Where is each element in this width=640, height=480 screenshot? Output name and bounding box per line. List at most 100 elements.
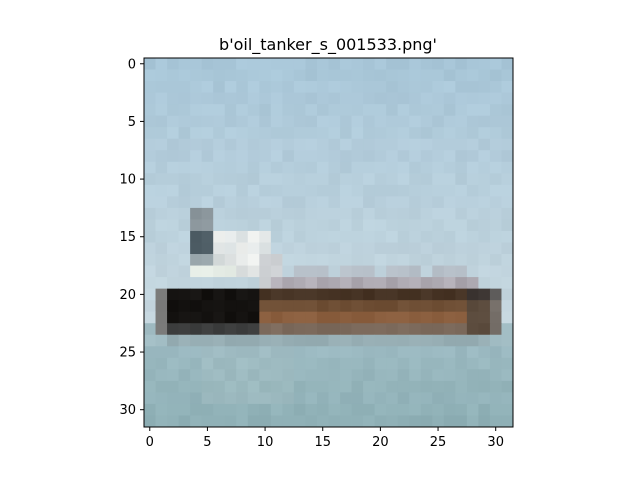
image-pixel [247,92,260,105]
image-pixel [190,415,203,428]
image-pixel [305,219,318,232]
image-pixel [443,207,456,220]
image-pixel [167,138,179,151]
image-pixel [478,265,491,278]
image-pixel [455,242,468,255]
image-pixel [432,104,445,117]
image-pixel [282,173,295,186]
image-pixel [201,219,214,232]
image-pixel [455,357,468,370]
image-pixel [236,58,249,70]
image-pixel [270,150,283,163]
image-pixel [144,242,156,255]
image-pixel [224,277,237,290]
image-pixel [259,311,272,324]
image-pixel [478,207,491,220]
image-pixel [316,392,329,405]
image-pixel [397,415,410,428]
image-pixel [455,173,468,186]
image-pixel [293,300,306,313]
image-pixel [270,92,283,105]
image-pixel [155,265,168,278]
image-pixel [247,357,260,370]
image-pixel [374,380,387,393]
image-pixel [386,69,399,82]
image-pixel [316,415,329,428]
image-pixel [420,311,433,324]
x-axis: 0 5 10 15 20 25 30 [146,427,504,450]
image-pixel [363,196,376,209]
image-pixel [190,357,203,370]
image-pixel [144,150,156,163]
image-pixel [155,184,168,197]
image-pixel [305,173,318,186]
image-pixel [201,265,214,278]
image-pixel [351,138,364,151]
image-pixel [167,323,179,336]
image-pixel [190,230,203,243]
image-pixel [340,346,352,359]
image-pixel [259,369,272,382]
image-pixel [282,196,295,209]
image-pixel [409,277,422,290]
image-pixel [270,288,283,301]
image-pixel [224,81,237,93]
image-pixel [305,81,318,93]
image-pixel [432,161,445,174]
y-tick-label: 20 [119,288,136,303]
image-pixel [478,92,491,105]
image-pixel [501,346,514,359]
image-pixel [155,277,168,290]
image-pixel [432,311,445,324]
image-pixel [316,184,329,197]
image-pixel [236,311,249,324]
image-pixel [247,380,260,393]
image-pixel [213,254,226,266]
image-pixel [282,115,295,128]
image-pixel [190,288,203,301]
image-pixel [363,69,376,82]
image-pixel [224,92,237,105]
image-pixel [316,369,329,382]
image-pixel [201,207,214,220]
image-pixel [155,369,168,382]
image-pixel [236,415,249,428]
image-pixel [305,58,318,70]
image-pixel [420,58,433,70]
image-pixel [201,127,214,140]
image-pixel [236,277,249,290]
image-pixel [328,230,341,243]
image-pixel [178,311,191,324]
image-pixel [213,196,226,209]
image-pixel [201,357,214,370]
image-pixel [236,81,249,93]
image-pixel [409,392,422,405]
image-pixel [236,242,249,255]
image-pixel [305,115,318,128]
image-pixel [386,311,399,324]
image-pixel [201,254,214,266]
image-pixel [432,369,445,382]
image-pixel [363,115,376,128]
image-pixel [466,300,479,313]
image-pixel [155,138,168,151]
image-pixel [455,369,468,382]
image-pixel [305,300,318,313]
image-pixel [247,254,260,266]
image-pixel [224,230,237,243]
image-pixel [305,196,318,209]
image-pixel [432,334,445,347]
image-pixel [328,346,341,359]
image-pixel [478,369,491,382]
image-pixel [363,300,376,313]
image-pixel [340,161,352,174]
image-pixel [178,92,191,105]
image-pixel [420,92,433,105]
image-pixel [190,138,203,151]
image-pixel [178,81,191,93]
image-pixel [489,392,502,405]
image-pixel [236,138,249,151]
image-pixel [489,69,502,82]
image-pixel [190,58,203,70]
image-pixel [305,346,318,359]
